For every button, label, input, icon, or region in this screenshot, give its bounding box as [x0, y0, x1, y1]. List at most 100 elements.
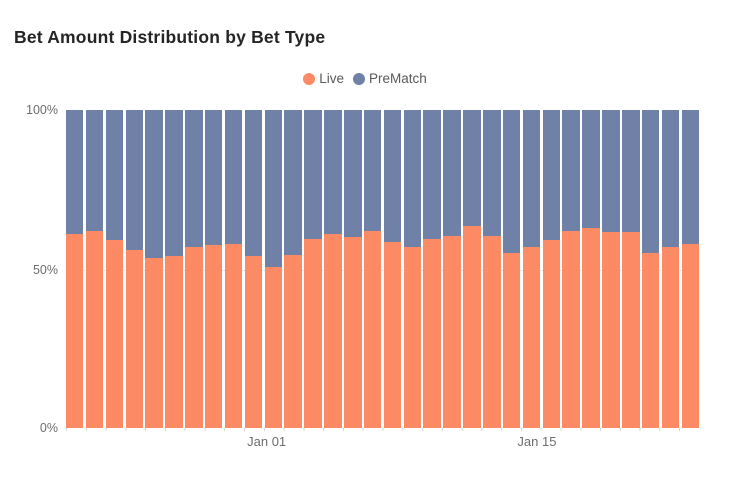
- x-axis-label-jan-15: Jan 15: [517, 434, 557, 449]
- bar-segment-prematch[interactable]: [502, 110, 521, 254]
- bar-segment-live[interactable]: [85, 230, 104, 428]
- bar-segment-prematch[interactable]: [582, 110, 600, 228]
- bar-dec-24[interactable]: [105, 110, 124, 428]
- bar-segment-live[interactable]: [205, 245, 223, 428]
- bar-segment-live[interactable]: [463, 226, 481, 428]
- bar-segment-live[interactable]: [522, 246, 541, 428]
- legend-item-live[interactable]: Live: [303, 71, 344, 86]
- bar-segment-live[interactable]: [483, 235, 501, 428]
- bar-dec-26[interactable]: [145, 110, 163, 428]
- bar-segment-prematch[interactable]: [423, 110, 441, 239]
- bar-segment-live[interactable]: [324, 234, 342, 428]
- bar-segment-live[interactable]: [423, 238, 441, 428]
- bar-segment-prematch[interactable]: [145, 110, 163, 258]
- bar-segment-prematch[interactable]: [224, 110, 243, 244]
- bar-segment-prematch[interactable]: [125, 110, 144, 250]
- bar-segment-live[interactable]: [582, 227, 600, 428]
- bar-jan-11[interactable]: [463, 110, 481, 428]
- bar-jan-06[interactable]: [363, 110, 382, 428]
- bar-jan-20[interactable]: [641, 110, 660, 428]
- bar-jan-12[interactable]: [483, 110, 501, 428]
- bar-segment-prematch[interactable]: [542, 110, 561, 241]
- bar-segment-prematch[interactable]: [284, 110, 302, 255]
- bar-segment-live[interactable]: [224, 243, 243, 428]
- legend-label-prematch: PreMatch: [368, 71, 427, 86]
- bar-segment-live[interactable]: [145, 257, 163, 428]
- bar-segment-prematch[interactable]: [522, 110, 541, 247]
- bar-dec-25[interactable]: [125, 110, 144, 428]
- bar-jan-17[interactable]: [582, 110, 600, 428]
- bar-dec-23[interactable]: [85, 110, 104, 428]
- bar-dec-27[interactable]: [165, 110, 183, 428]
- bar-jan-18[interactable]: [602, 110, 620, 428]
- bar-segment-prematch[interactable]: [85, 110, 104, 231]
- bar-segment-prematch[interactable]: [304, 110, 322, 239]
- bar-segment-prematch[interactable]: [443, 110, 461, 236]
- bar-segment-prematch[interactable]: [463, 110, 481, 227]
- bar-segment-live[interactable]: [304, 238, 322, 428]
- bar-segment-prematch[interactable]: [602, 110, 620, 233]
- bar-jan-13[interactable]: [502, 110, 521, 428]
- bar-segment-live[interactable]: [502, 253, 521, 428]
- bar-segment-prematch[interactable]: [66, 110, 84, 235]
- bar-segment-live[interactable]: [383, 241, 402, 428]
- bar-segment-prematch[interactable]: [344, 110, 362, 238]
- bar-segment-live[interactable]: [403, 246, 422, 428]
- bar-jan-02[interactable]: [284, 110, 302, 428]
- bar-segment-prematch[interactable]: [165, 110, 183, 257]
- bar-segment-prematch[interactable]: [383, 110, 402, 242]
- bar-segment-live[interactable]: [284, 254, 302, 428]
- bar-jan-15[interactable]: [542, 110, 561, 428]
- bar-segment-prematch[interactable]: [205, 110, 223, 246]
- bar-segment-prematch[interactable]: [324, 110, 342, 235]
- legend-item-prematch[interactable]: PreMatch: [352, 71, 427, 86]
- bar-segment-prematch[interactable]: [562, 110, 580, 231]
- bar-segment-live[interactable]: [641, 253, 660, 428]
- bar-segment-prematch[interactable]: [681, 110, 700, 244]
- bar-segment-live[interactable]: [125, 249, 144, 428]
- bar-jan-22[interactable]: [681, 110, 700, 428]
- bar-segment-live[interactable]: [562, 230, 580, 428]
- bar-segment-prematch[interactable]: [264, 110, 283, 268]
- bar-segment-prematch[interactable]: [105, 110, 124, 241]
- bar-segment-live[interactable]: [105, 240, 124, 428]
- bar-segment-live[interactable]: [681, 243, 700, 428]
- bar-segment-prematch[interactable]: [244, 110, 263, 257]
- bar-dec-22[interactable]: [66, 110, 84, 428]
- bar-segment-live[interactable]: [602, 232, 620, 428]
- bar-jan-21[interactable]: [661, 110, 680, 428]
- bar-dec-30[interactable]: [224, 110, 243, 428]
- bar-segment-live[interactable]: [363, 230, 382, 428]
- bar-jan-07[interactable]: [383, 110, 402, 428]
- bar-segment-prematch[interactable]: [622, 110, 640, 233]
- bar-jan-19[interactable]: [622, 110, 640, 428]
- bar-jan-03[interactable]: [304, 110, 322, 428]
- bar-jan-16[interactable]: [562, 110, 580, 428]
- bar-jan-10[interactable]: [443, 110, 461, 428]
- bar-segment-live[interactable]: [542, 240, 561, 428]
- bar-segment-live[interactable]: [244, 256, 263, 428]
- bar-segment-prematch[interactable]: [641, 110, 660, 254]
- bar-jan-09[interactable]: [423, 110, 441, 428]
- bar-segment-live[interactable]: [185, 246, 203, 428]
- bar-segment-live[interactable]: [66, 234, 84, 428]
- bar-segment-prematch[interactable]: [661, 110, 680, 247]
- bar-jan-08[interactable]: [403, 110, 422, 428]
- bar-segment-live[interactable]: [165, 256, 183, 428]
- bar-dec-28[interactable]: [185, 110, 203, 428]
- bar-jan-04[interactable]: [324, 110, 342, 428]
- bar-segment-live[interactable]: [622, 232, 640, 428]
- bar-dec-29[interactable]: [205, 110, 223, 428]
- bar-segment-prematch[interactable]: [403, 110, 422, 247]
- bar-segment-live[interactable]: [344, 237, 362, 428]
- bar-jan-14[interactable]: [522, 110, 541, 428]
- bar-jan-05[interactable]: [344, 110, 362, 428]
- bar-segment-prematch[interactable]: [185, 110, 203, 247]
- bar-segment-live[interactable]: [264, 267, 283, 428]
- bar-dec-31[interactable]: [244, 110, 263, 428]
- bar-segment-live[interactable]: [443, 235, 461, 428]
- bar-segment-prematch[interactable]: [483, 110, 501, 236]
- bar-jan-01[interactable]: [264, 110, 283, 428]
- bar-segment-prematch[interactable]: [363, 110, 382, 231]
- bar-segment-live[interactable]: [661, 246, 680, 428]
